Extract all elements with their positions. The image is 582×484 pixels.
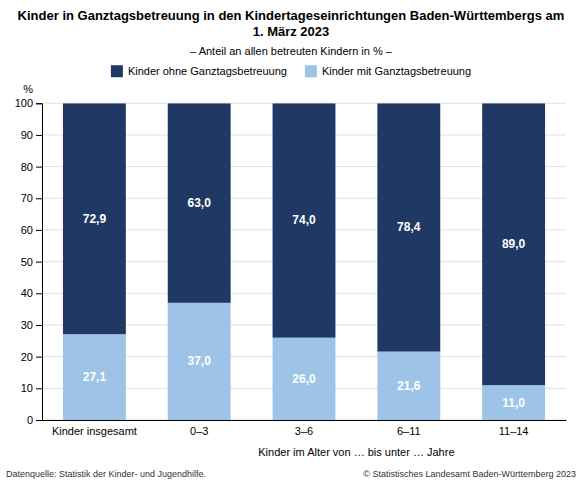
tick: 100 <box>15 97 42 109</box>
tick: 40 <box>21 287 42 299</box>
bar <box>168 103 231 303</box>
axis-line <box>43 420 567 421</box>
tick-mark <box>36 420 42 421</box>
bar <box>482 385 545 420</box>
data-label: 27,1 <box>83 370 107 384</box>
bar <box>273 103 336 337</box>
axis-line <box>36 104 43 421</box>
data-label: 11,0 <box>502 396 525 410</box>
tick-label: 30 <box>21 319 33 331</box>
tick: 10 <box>21 382 42 394</box>
data-label: 21,6 <box>397 379 421 393</box>
tick: 90 <box>21 129 42 141</box>
chart: Kinder in Ganztagsbetreuung in den Kinde… <box>0 0 582 484</box>
tick-label: 80 <box>21 161 33 173</box>
tick: 30 <box>21 319 42 331</box>
tick-label: 40 <box>21 287 33 299</box>
legend-item: Kinder ohne Ganztagsbetreuung <box>111 65 287 77</box>
legend-label: Kinder ohne Ganztagsbetreuung <box>128 65 287 77</box>
bar <box>168 303 231 420</box>
data-label: 37,0 <box>188 354 212 368</box>
legend-label: Kinder mit Ganztagsbetreuung <box>322 65 471 77</box>
bar <box>377 103 440 351</box>
grid <box>42 103 566 420</box>
title: Kinder in Ganztagsbetreuung in den Kinde… <box>18 8 565 39</box>
tick-label: 0–3 <box>190 425 208 437</box>
subtitle: – Anteil an allen betreuten Kindern in %… <box>190 45 393 57</box>
tick-mark <box>36 167 42 168</box>
title-line: Kinder in Ganztagsbetreuung in den Kinde… <box>18 8 565 23</box>
tick-mark <box>36 135 42 136</box>
legend-swatch <box>111 65 123 77</box>
y-axis-label: % <box>23 83 33 95</box>
tick-label: 60 <box>21 224 33 236</box>
bar <box>377 352 440 420</box>
tick: 20 <box>21 351 42 363</box>
tick: 80 <box>21 161 42 173</box>
annotation: Datenquelle: Statistik der Kinder- und J… <box>6 469 206 479</box>
tick-label: Kinder insgesamt <box>52 425 137 437</box>
legend-item: Kinder mit Ganztagsbetreuung <box>305 65 471 77</box>
tick-label: 3–6 <box>295 425 313 437</box>
data-label: 74,0 <box>292 213 316 227</box>
data-label: 78,4 <box>397 220 421 234</box>
legend-swatch <box>305 65 317 77</box>
tick-label: 20 <box>21 351 33 363</box>
bar <box>63 334 126 420</box>
tick-label: 50 <box>21 256 33 268</box>
tick-label: 70 <box>21 192 33 204</box>
tick: 11–14 <box>499 420 529 437</box>
x-axis-label: Kinder im Alter von … bis unter … Jahre <box>258 446 454 458</box>
y-axis: 0 10 20 30 40 50 60 70 80 90 100 <box>15 97 43 426</box>
tick: 0–3 <box>190 420 208 437</box>
tick-mark <box>36 103 42 104</box>
tick-label: 11–14 <box>499 425 529 437</box>
data-label: 72,9 <box>83 212 107 226</box>
data-labels: 27,1 37,0 26,0 21,6 11,0 72,9 63,0 74,0 78,4 89,0 <box>83 196 526 410</box>
tick-label: 0 <box>27 414 33 426</box>
tick-label: 6–11 <box>397 425 421 437</box>
data-label: 26,0 <box>292 372 316 386</box>
tick-label: 90 <box>21 129 33 141</box>
tick: 3–6 <box>295 420 313 437</box>
tick-mark <box>36 357 42 358</box>
bar <box>482 103 545 385</box>
tick-mark <box>36 262 42 263</box>
bar <box>273 338 336 420</box>
title-line: 1. März 2023 <box>253 24 330 39</box>
tick: 50 <box>21 256 42 268</box>
tick-mark <box>36 388 42 389</box>
tick-mark <box>36 198 42 199</box>
tick-mark <box>36 293 42 294</box>
bar <box>63 103 126 334</box>
legend: Kinder ohne Ganztagsbetreuung Kinder mit … <box>111 65 471 77</box>
tick: 70 <box>21 192 42 204</box>
tick: 60 <box>21 224 42 236</box>
data-label: 89,0 <box>502 237 526 251</box>
tick-mark <box>36 325 42 326</box>
tick: Kinder insgesamt <box>52 420 137 437</box>
tick: 0 <box>27 414 42 426</box>
tick-mark <box>36 230 42 231</box>
x-axis: Kinder insgesamt 0–3 3–6 6–11 11–14 <box>43 420 567 437</box>
data-label: 63,0 <box>188 196 212 210</box>
tick-label: 100 <box>15 97 33 109</box>
bars <box>63 103 545 420</box>
annotation: © Statistisches Landesamt Baden-Württemb… <box>363 469 576 479</box>
tick: 6–11 <box>397 420 421 437</box>
tick-label: 10 <box>21 382 33 394</box>
